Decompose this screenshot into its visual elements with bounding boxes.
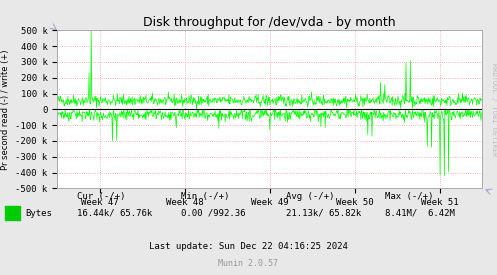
Text: Munin 2.0.57: Munin 2.0.57	[219, 260, 278, 268]
Text: Bytes: Bytes	[25, 209, 52, 218]
Text: Avg (-/+): Avg (-/+)	[286, 192, 334, 201]
Text: 8.41M/  6.42M: 8.41M/ 6.42M	[385, 209, 455, 218]
Text: 21.13k/ 65.82k: 21.13k/ 65.82k	[286, 209, 361, 218]
Text: 16.44k/ 65.76k: 16.44k/ 65.76k	[77, 209, 152, 218]
Text: Last update: Sun Dec 22 04:16:25 2024: Last update: Sun Dec 22 04:16:25 2024	[149, 242, 348, 251]
Text: Pr second read (-) / write (+): Pr second read (-) / write (+)	[1, 50, 10, 170]
Text: Min (-/+): Min (-/+)	[181, 192, 230, 201]
Text: 0.00 /992.36: 0.00 /992.36	[181, 209, 246, 218]
Text: Cur (-/+): Cur (-/+)	[77, 192, 125, 201]
Text: Max (-/+): Max (-/+)	[385, 192, 433, 201]
Title: Disk throughput for /dev/vda - by month: Disk throughput for /dev/vda - by month	[143, 16, 396, 29]
Text: RRDTOOL / TOBI OETIKER: RRDTOOL / TOBI OETIKER	[491, 63, 497, 157]
